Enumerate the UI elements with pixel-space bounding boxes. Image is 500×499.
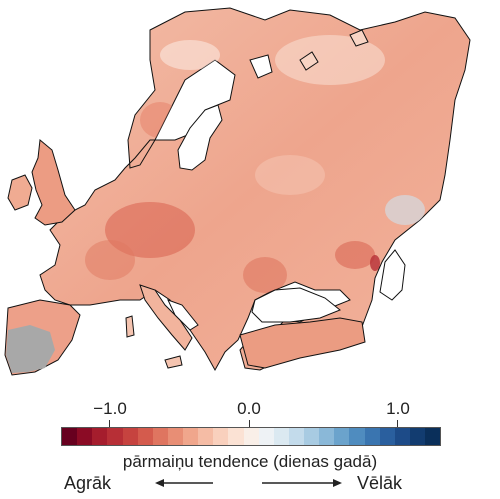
colorbar-segment bbox=[152, 428, 168, 445]
colorbar-segment bbox=[409, 428, 425, 445]
colorbar-segment bbox=[137, 428, 153, 445]
colorbar-segment bbox=[319, 428, 335, 445]
caspian-sea bbox=[379, 249, 406, 301]
colorbar-tick-label-neg: −1.0 bbox=[93, 399, 127, 418]
colorbar-segment bbox=[243, 428, 259, 445]
colorbar-segment bbox=[77, 428, 93, 445]
colorbar-segment bbox=[273, 428, 289, 445]
colorbar-segment bbox=[349, 428, 365, 445]
adriatic-sea bbox=[167, 299, 199, 331]
colorbar-segment bbox=[379, 428, 395, 445]
arrow-right-icon bbox=[262, 479, 342, 487]
colorbar-segment bbox=[107, 428, 123, 445]
baltic-sea bbox=[177, 104, 223, 171]
land-great-britain bbox=[31, 139, 76, 226]
colorbar-segment bbox=[198, 428, 214, 445]
colorbar-tick-pos bbox=[397, 420, 398, 427]
colorbar-tick-neg bbox=[109, 420, 110, 427]
colorbar-segment bbox=[394, 428, 410, 445]
europe-trend-map bbox=[4, 7, 471, 376]
colorbar-segment bbox=[288, 428, 304, 445]
colorbar-segment bbox=[364, 428, 380, 445]
white-sea bbox=[249, 54, 273, 79]
land-sicily bbox=[164, 355, 183, 369]
land-island-north bbox=[349, 29, 369, 47]
land-sardinia bbox=[125, 315, 135, 338]
no-data-area bbox=[6, 325, 55, 373]
colorbar-title: pārmaiņu tendence (dienas gadā) bbox=[122, 452, 378, 471]
colorbar-segment bbox=[213, 428, 229, 445]
colorbar-tick-label-pos: 1.0 bbox=[386, 399, 410, 418]
land-turkey bbox=[239, 317, 366, 369]
colorbar-segment bbox=[62, 428, 78, 445]
colorbar-segment bbox=[122, 428, 138, 445]
colorbar-tick-label-zero: 0.0 bbox=[237, 399, 261, 418]
colorbar-segment bbox=[304, 428, 320, 445]
later-label: Vēlāk bbox=[357, 473, 403, 493]
colorbar-segment bbox=[167, 428, 183, 445]
colorbar-segment bbox=[334, 428, 350, 445]
colorbar-segment bbox=[425, 428, 441, 445]
colorbar-tick-zero bbox=[249, 420, 250, 427]
arrow-left-icon bbox=[155, 479, 213, 487]
colorbar-segment bbox=[92, 428, 108, 445]
colorbar-segment bbox=[228, 428, 244, 445]
black-sea bbox=[251, 287, 341, 323]
land-italy bbox=[139, 284, 193, 351]
land-novaya-zemlya bbox=[299, 51, 319, 71]
land-ireland bbox=[7, 174, 33, 211]
earlier-label: Agrāk bbox=[64, 473, 112, 493]
colorbar-segment bbox=[258, 428, 274, 445]
colorbar bbox=[61, 427, 441, 446]
colorbar-segment bbox=[183, 428, 199, 445]
